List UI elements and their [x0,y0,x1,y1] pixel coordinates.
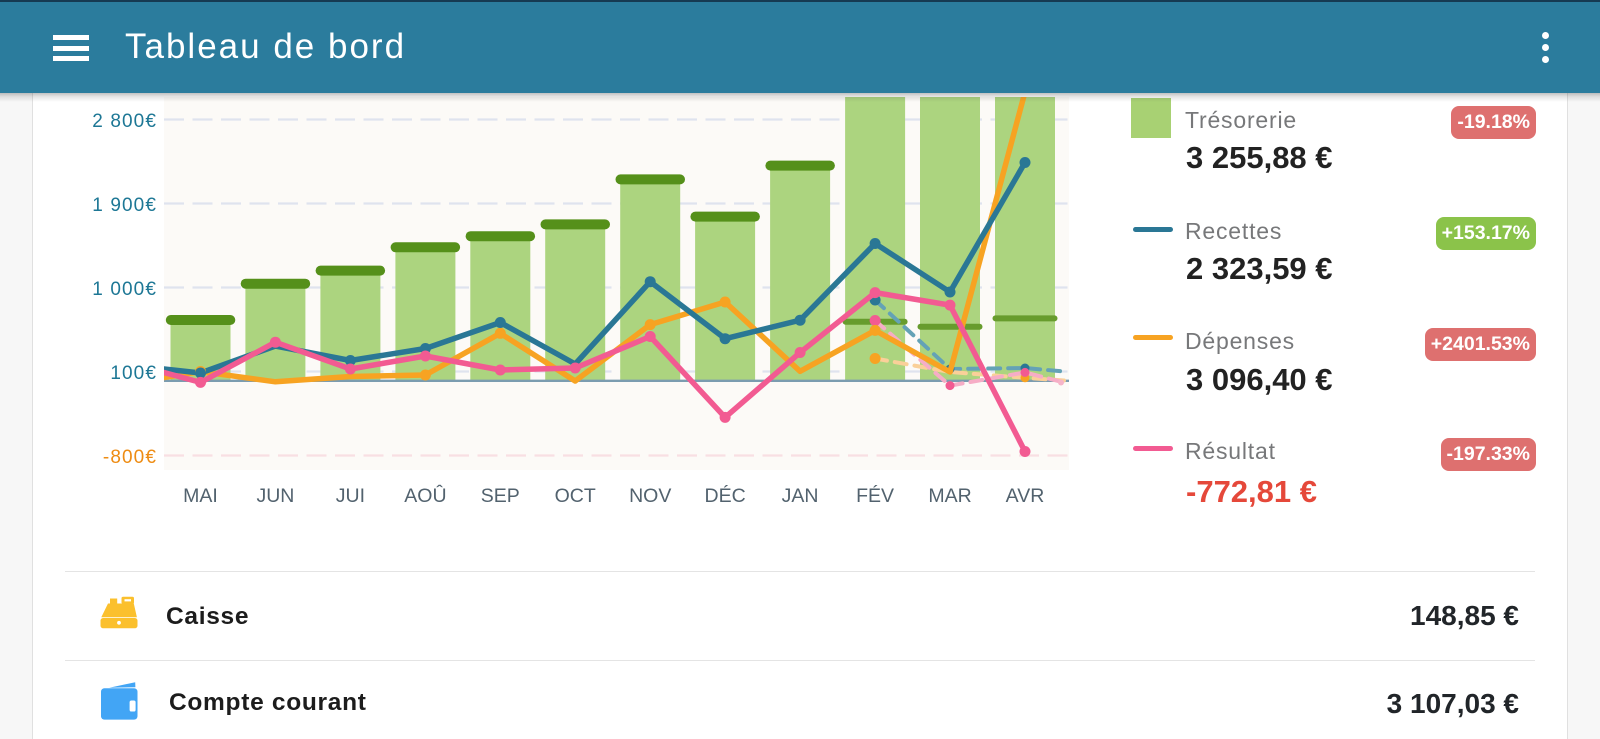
svg-text:OCT: OCT [555,485,596,507]
svg-text:JUI: JUI [336,485,365,507]
svg-text:JAN: JAN [782,485,819,507]
svg-text:SEP: SEP [481,485,520,507]
svg-text:AVR: AVR [1006,485,1045,507]
svg-text:2 800€: 2 800€ [92,111,157,132]
svg-text:100€: 100€ [110,363,157,384]
svg-text:FÉV: FÉV [856,484,894,507]
svg-text:-800€: -800€ [103,447,157,468]
svg-text:1 900€: 1 900€ [92,195,157,216]
svg-text:MAI: MAI [183,485,218,507]
svg-text:MAR: MAR [928,485,971,507]
svg-text:DÉC: DÉC [705,484,746,507]
svg-text:JUN: JUN [256,485,294,507]
svg-text:1 000€: 1 000€ [92,279,157,300]
svg-text:AOÛ: AOÛ [404,484,446,507]
svg-text:NOV: NOV [629,485,671,507]
